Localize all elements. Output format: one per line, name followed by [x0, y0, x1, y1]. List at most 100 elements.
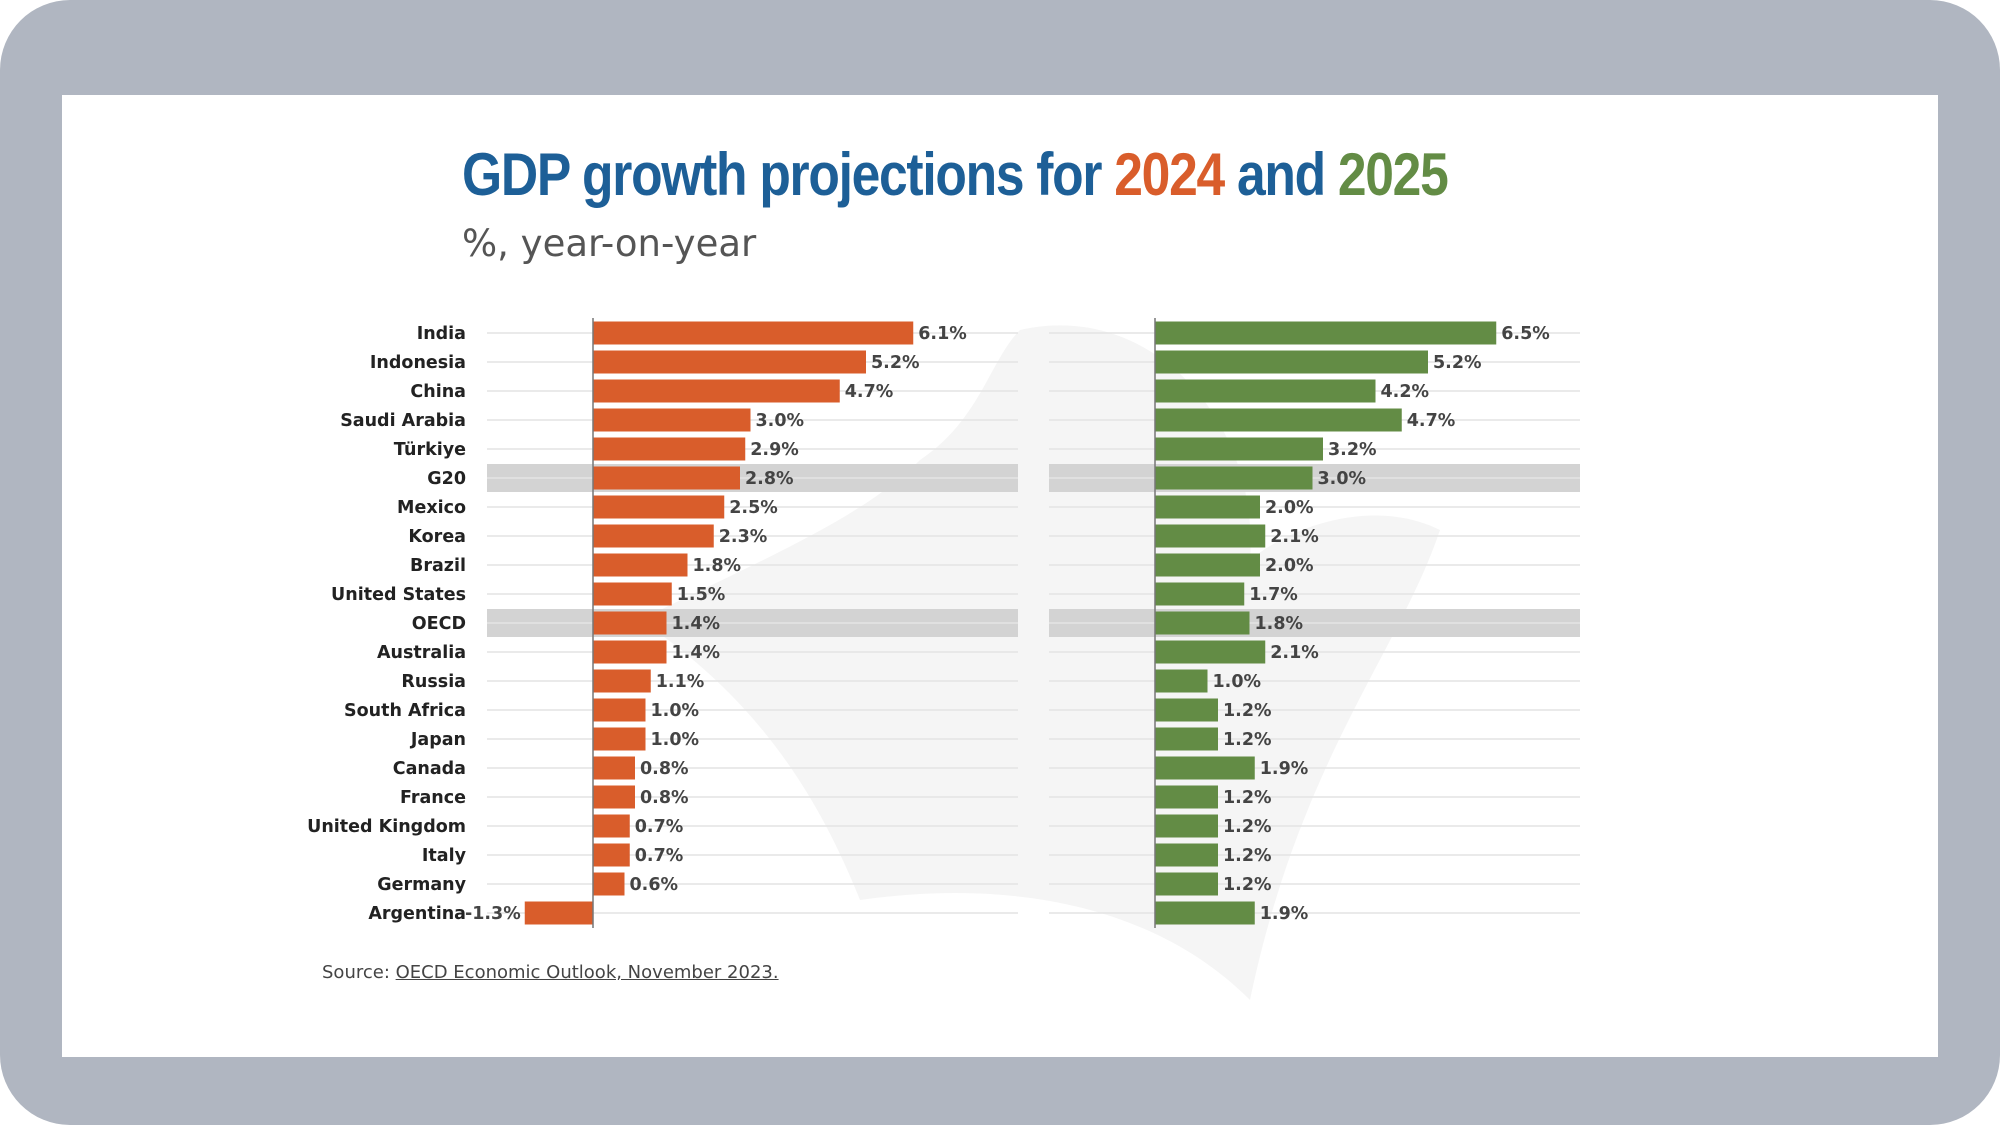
bar-2025-brazil [1155, 553, 1260, 577]
chart-title: GDP growth projections for 2024 and 2025 [462, 140, 1449, 209]
watermark-logo [640, 325, 1440, 1001]
value-label-2024-italy: 0.7% [635, 846, 684, 866]
value-label-2025-oecd: 1.8% [1255, 614, 1304, 634]
bar-2025-france [1155, 785, 1218, 809]
value-label-2024-saudi-arabia: 3.0% [756, 411, 805, 431]
value-label-2024-india: 6.1% [918, 324, 967, 344]
bar-2025-canada [1155, 756, 1255, 780]
bar-2024-brazil [593, 553, 688, 577]
category-label-turkiye: Türkiye [394, 440, 466, 460]
category-label-canada: Canada [393, 759, 466, 779]
bar-2024-oecd [593, 611, 667, 635]
bar-2025-turkiye [1155, 437, 1323, 461]
category-label-indonesia: Indonesia [370, 353, 466, 373]
title-text-part2: and [1223, 141, 1338, 208]
value-label-2024-turkiye: 2.9% [750, 440, 799, 460]
value-label-2024-russia: 1.1% [656, 672, 705, 692]
source-note: Source: OECD Economic Outlook, November … [322, 962, 779, 983]
value-label-2025-south-africa: 1.2% [1223, 701, 1272, 721]
value-label-2025-g20: 3.0% [1318, 469, 1367, 489]
value-label-2024-indonesia: 5.2% [871, 353, 920, 373]
value-label-2024-oecd: 1.4% [672, 614, 721, 634]
bar-2024-saudi-arabia [593, 408, 751, 432]
category-label-g20: G20 [427, 469, 466, 489]
bar-2025-united-kingdom [1155, 814, 1218, 838]
value-label-2024-mexico: 2.5% [729, 498, 778, 518]
bar-2025-australia [1155, 640, 1266, 664]
category-label-russia: Russia [401, 672, 466, 692]
bar-2024-turkiye [593, 437, 746, 461]
value-label-2025-india: 6.5% [1501, 324, 1550, 344]
category-label-south-africa: South Africa [344, 701, 466, 721]
bar-2024-india [593, 321, 914, 345]
bar-2024-indonesia [593, 350, 866, 374]
bar-2025-g20 [1155, 466, 1313, 490]
bar-2025-japan [1155, 727, 1218, 751]
category-label-argentina: Argentina [368, 904, 466, 924]
bar-2025-russia [1155, 669, 1208, 693]
value-label-2025-australia: 2.1% [1270, 643, 1319, 663]
value-label-2025-france: 1.2% [1223, 788, 1272, 808]
bar-2024-united-states [593, 582, 672, 606]
chart-subtitle: %, year-on-year [462, 222, 757, 265]
bar-2024-south-africa [593, 698, 646, 722]
value-label-2025-argentina: 1.9% [1260, 904, 1309, 924]
bar-2025-italy [1155, 843, 1218, 867]
value-label-2025-saudi-arabia: 4.7% [1407, 411, 1456, 431]
source-prefix: Source: [322, 962, 396, 983]
bar-2025-argentina [1155, 901, 1255, 925]
bar-2024-g20 [593, 466, 740, 490]
bar-2024-france [593, 785, 635, 809]
value-label-2025-united-states: 1.7% [1249, 585, 1298, 605]
value-label-2024-canada: 0.8% [640, 759, 689, 779]
value-label-2025-indonesia: 5.2% [1433, 353, 1482, 373]
category-label-brazil: Brazil [410, 556, 466, 576]
value-label-2024-germany: 0.6% [630, 875, 679, 895]
category-label-saudi-arabia: Saudi Arabia [340, 411, 466, 431]
category-label-oecd: OECD [412, 614, 466, 634]
value-label-2025-turkiye: 3.2% [1328, 440, 1377, 460]
bar-2025-korea [1155, 524, 1266, 548]
value-label-2024-g20: 2.8% [745, 469, 794, 489]
category-label-india: India [417, 324, 466, 344]
bar-2024-japan [593, 727, 646, 751]
value-label-2024-korea: 2.3% [719, 527, 768, 547]
bar-2025-india [1155, 321, 1497, 345]
value-label-2025-brazil: 2.0% [1265, 556, 1314, 576]
value-label-2024-australia: 1.4% [672, 643, 721, 663]
value-label-2024-japan: 1.0% [651, 730, 700, 750]
value-label-2024-south-africa: 1.0% [651, 701, 700, 721]
bar-2025-united-states [1155, 582, 1245, 606]
bar-2024-germany [593, 872, 625, 896]
value-label-2024-brazil: 1.8% [693, 556, 742, 576]
bar-2024-united-kingdom [593, 814, 630, 838]
value-label-2025-russia: 1.0% [1213, 672, 1262, 692]
value-label-2025-china: 4.2% [1381, 382, 1430, 402]
title-text-part1: GDP growth projections for [462, 141, 1115, 208]
bar-2024-mexico [593, 495, 725, 519]
bar-2025-china [1155, 379, 1376, 403]
value-label-2024-china: 4.7% [845, 382, 894, 402]
category-label-japan: Japan [410, 730, 466, 750]
category-label-italy: Italy [422, 846, 467, 866]
value-label-2024-united-kingdom: 0.7% [635, 817, 684, 837]
title-year-2024: 2024 [1114, 141, 1225, 208]
bar-2024-argentina [524, 901, 593, 925]
value-label-2025-germany: 1.2% [1223, 875, 1272, 895]
category-label-australia: Australia [377, 643, 466, 663]
value-label-2025-italy: 1.2% [1223, 846, 1272, 866]
source-link[interactable]: OECD Economic Outlook, November 2023. [395, 962, 779, 983]
bar-2025-south-africa [1155, 698, 1218, 722]
value-label-2024-united-states: 1.5% [677, 585, 726, 605]
category-label-germany: Germany [377, 875, 466, 895]
title-year-2025: 2025 [1337, 141, 1449, 208]
bar-2025-saudi-arabia [1155, 408, 1402, 432]
category-label-mexico: Mexico [397, 498, 466, 518]
bar-2024-italy [593, 843, 630, 867]
category-label-france: France [400, 788, 466, 808]
bar-2024-korea [593, 524, 714, 548]
category-label-korea: Korea [408, 527, 466, 547]
bar-2025-indonesia [1155, 350, 1428, 374]
value-label-2024-france: 0.8% [640, 788, 689, 808]
